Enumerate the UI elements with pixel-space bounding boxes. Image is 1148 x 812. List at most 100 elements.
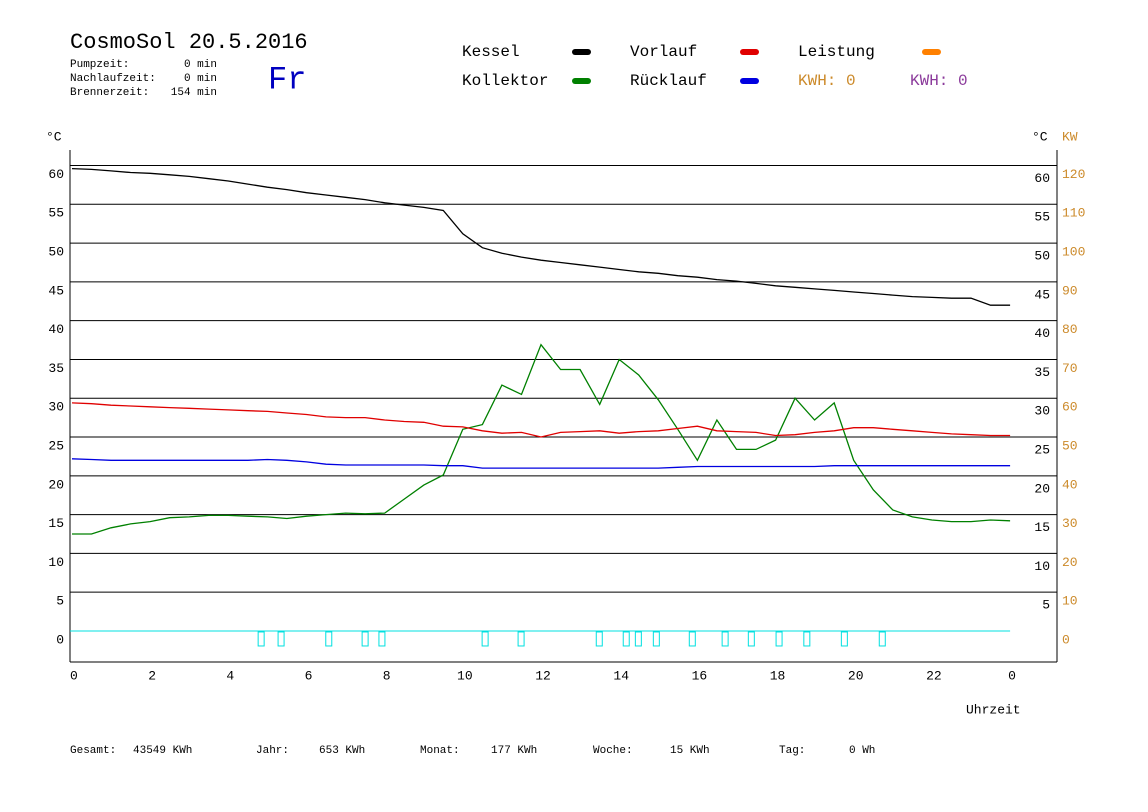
footer-value: 0 Wh	[849, 745, 875, 757]
pump-marker	[840, 631, 848, 647]
y-tick-label: 20	[48, 477, 64, 492]
y-right-tick-label: 25	[1034, 442, 1050, 457]
y-tick-label: 35	[48, 361, 64, 376]
pump-marker	[378, 631, 386, 647]
y-tick-label: 25	[48, 438, 64, 453]
pump-marker	[595, 631, 603, 647]
kwh-total: KWH: 0	[910, 72, 968, 90]
pump-marker	[775, 631, 783, 647]
series-line	[71, 402, 1011, 438]
y-tick-label: 55	[48, 206, 64, 221]
pump-marker	[803, 631, 811, 647]
y-tick-label: 50	[48, 245, 64, 260]
y2-tick-label: 120	[1062, 167, 1085, 182]
y2-tick-label: 110	[1062, 206, 1085, 221]
pump-marker	[688, 631, 696, 647]
y-tick-label: 5	[56, 594, 64, 609]
y2-tick-label: 50	[1062, 438, 1078, 453]
footer-value: 15 KWh	[670, 745, 710, 757]
y-right-tick-label: 45	[1034, 287, 1050, 302]
info-label: Nachlaufzeit:	[70, 73, 156, 85]
pump-marker	[277, 631, 285, 647]
pump-marker	[878, 631, 886, 647]
legend-label: Kessel	[462, 43, 520, 61]
y-tick-label: 30	[48, 400, 64, 415]
pump-marker	[634, 631, 642, 647]
series-line	[72, 343, 1011, 535]
info-value: 0 min	[184, 73, 217, 85]
footer-value: 177 KWh	[491, 745, 537, 757]
x-tick-label: 6	[305, 668, 313, 683]
legend-swatch	[922, 49, 941, 55]
kwh-total: KWH: 0	[798, 72, 856, 90]
footer-label: Tag:	[779, 745, 805, 757]
info-value: 0 min	[184, 59, 217, 71]
y-right-tick-label: 35	[1034, 365, 1050, 380]
info-label: Brennerzeit:	[70, 87, 149, 99]
pump-marker	[652, 631, 660, 647]
footer-label: Woche:	[593, 745, 633, 757]
y2-tick-label: 90	[1062, 283, 1078, 298]
y2-tick-label: 70	[1062, 361, 1078, 376]
x-tick-label: 12	[535, 668, 551, 683]
y-right-tick-label: 55	[1034, 210, 1050, 225]
y2-tick-label: 20	[1062, 555, 1078, 570]
legend-label: Rücklauf	[630, 72, 707, 90]
y2-tick-label: 10	[1062, 594, 1078, 609]
x-tick-label: 0	[1008, 668, 1016, 683]
pump-marker	[481, 631, 489, 647]
y-right-tick-label: 40	[1034, 326, 1050, 341]
y-tick-label: 40	[48, 322, 64, 337]
x-tick-label: 4	[226, 668, 234, 683]
y-right-tick-label: 5	[1042, 598, 1050, 613]
legend-swatch	[740, 49, 759, 55]
y-axis-label-right: °C	[1032, 129, 1048, 144]
y2-tick-label: 80	[1062, 322, 1078, 337]
pump-marker	[517, 631, 525, 647]
y-right-tick-label: 50	[1034, 249, 1050, 264]
x-tick-label: 18	[770, 668, 786, 683]
y2-tick-label: 0	[1062, 632, 1070, 647]
x-tick-label: 22	[926, 668, 942, 683]
y-right-tick-label: 15	[1034, 520, 1050, 535]
pump-marker	[257, 631, 265, 647]
series-line	[71, 167, 1011, 306]
y-right-tick-label: 60	[1034, 171, 1050, 186]
x-tick-label: 2	[148, 668, 156, 683]
pump-marker	[325, 631, 333, 647]
y-tick-label: 0	[56, 632, 64, 647]
legend-label: Leistung	[798, 43, 875, 61]
y-tick-label: 15	[48, 516, 64, 531]
x-tick-label: 10	[457, 668, 473, 683]
info-label: Pumpzeit:	[70, 59, 129, 71]
x-tick-label: 14	[613, 668, 629, 683]
y-right-tick-label: 10	[1034, 559, 1050, 574]
footer-label: Monat:	[420, 745, 460, 757]
y-tick-label: 60	[48, 167, 64, 182]
legend-swatch	[572, 78, 591, 84]
weekday: Fr	[268, 61, 306, 98]
x-tick-label: 8	[383, 668, 391, 683]
y2-tick-label: 60	[1062, 400, 1078, 415]
x-tick-label: 16	[692, 668, 708, 683]
legend-swatch	[740, 78, 759, 84]
footer-value: 653 KWh	[319, 745, 365, 757]
series-line	[71, 458, 1011, 469]
footer-label: Jahr:	[256, 745, 289, 757]
y2-axis-label: KW	[1062, 129, 1078, 144]
y2-tick-label: 30	[1062, 516, 1078, 531]
y-tick-label: 10	[48, 555, 64, 570]
y-right-tick-label: 20	[1034, 481, 1050, 496]
x-tick-label: 20	[848, 668, 864, 683]
y-right-tick-label: 30	[1034, 404, 1050, 419]
pump-marker	[361, 631, 369, 647]
pump-marker	[622, 631, 630, 647]
legend-swatch	[572, 49, 591, 55]
pump-marker	[747, 631, 755, 647]
info-value: 154 min	[171, 87, 217, 99]
y-axis-label: °C	[46, 129, 62, 144]
y2-tick-label: 100	[1062, 245, 1085, 260]
x-axis-label: Uhrzeit	[966, 702, 1021, 717]
pump-marker	[721, 631, 729, 647]
